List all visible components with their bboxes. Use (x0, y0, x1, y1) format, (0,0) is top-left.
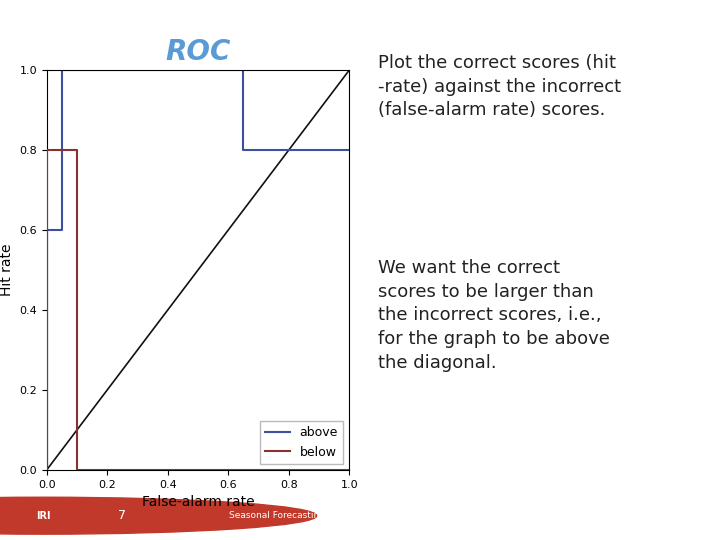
above (239, 67, 248, 73)
below (73, 147, 81, 153)
Text: International Research Institute
for Climate and Society
IRI INSTITUTE / COLUMBI: International Research Institute for Cli… (565, 505, 698, 526)
above (42, 467, 51, 473)
above (58, 67, 66, 73)
above (42, 227, 51, 233)
Text: 7: 7 (118, 509, 127, 522)
Y-axis label: Hit rate: Hit rate (0, 244, 14, 296)
Circle shape (0, 497, 317, 534)
Text: Plot the correct scores (hit
-rate) against the incorrect
(false-alarm rate) sco: Plot the correct scores (hit -rate) agai… (378, 54, 621, 119)
Line: above: above (47, 70, 349, 470)
Line: below: below (47, 150, 349, 470)
Legend: above, below: above, below (260, 421, 343, 463)
below (73, 467, 81, 473)
below (42, 467, 51, 473)
X-axis label: False-alarm rate: False-alarm rate (142, 495, 254, 509)
above (58, 227, 66, 233)
Text: ROC: ROC (166, 38, 230, 66)
below (345, 467, 354, 473)
Text: IRI: IRI (36, 511, 50, 521)
above (345, 147, 354, 153)
Text: Seasonal Forecasting Using the Climate Predictability Tool: Seasonal Forecasting Using the Climate P… (229, 511, 491, 520)
Text: We want the correct
scores to be larger than
the incorrect scores, i.e.,
for the: We want the correct scores to be larger … (378, 259, 610, 372)
below (42, 147, 51, 153)
above (239, 147, 248, 153)
